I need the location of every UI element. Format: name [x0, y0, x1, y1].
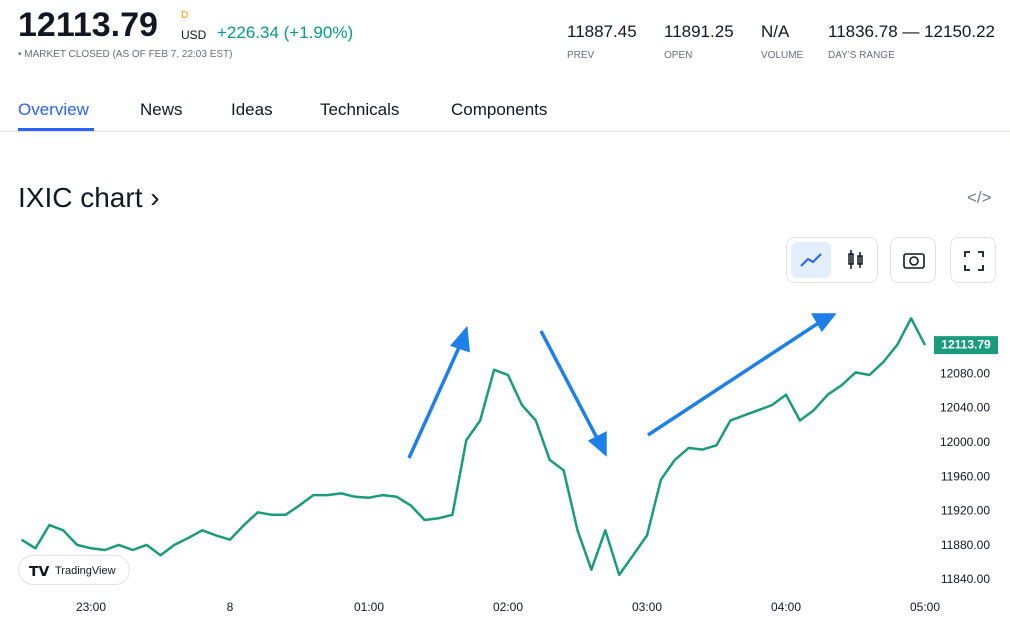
x-tick-label: 05:00	[910, 600, 940, 614]
embed-icon[interactable]: </>	[967, 188, 992, 207]
divider	[0, 131, 1010, 132]
y-tick-label: 12080.00	[940, 366, 990, 380]
y-tick-label: 11840.00	[941, 572, 990, 586]
y-tick-label: 11880.00	[941, 538, 990, 552]
candle-icon	[848, 250, 863, 269]
stat: N/A VOLUME	[761, 22, 803, 61]
snapshot-button[interactable]	[890, 237, 936, 283]
currency: USD	[181, 28, 207, 42]
x-tick-label: 23:00	[76, 600, 106, 614]
stat-value: 11836.78 — 12150.22	[828, 22, 995, 41]
watermark: 𝗧𝗩 TradingView	[18, 555, 130, 585]
stat-label: OPEN	[664, 50, 693, 61]
stat-value: 11887.45	[567, 22, 637, 41]
tab[interactable]: Overview	[18, 100, 89, 119]
tab[interactable]: News	[140, 100, 183, 119]
status: • MARKET CLOSED (AS OF FEB 7, 22:03 EST)	[18, 49, 233, 60]
x-tick-label: 03:00	[632, 600, 662, 614]
marker: D	[181, 10, 189, 21]
price-line	[20, 317, 927, 577]
price: 12113.79	[18, 6, 158, 44]
line-style-button[interactable]	[791, 242, 831, 278]
chart-type-switch	[786, 237, 878, 283]
stat-value: 11891.25	[664, 22, 734, 41]
tab[interactable]: Ideas	[231, 100, 273, 119]
fullscreen-button[interactable]	[950, 237, 996, 283]
watermark-text: TradingView	[55, 565, 116, 577]
x-tick-label: 8	[227, 600, 234, 614]
stat: 11891.25 OPEN	[664, 22, 734, 61]
tab-underline	[18, 128, 94, 131]
stat: 11887.45 PREV	[567, 22, 637, 61]
stat-label: VOLUME	[761, 50, 804, 61]
x-tick-label: 01:00	[354, 600, 384, 614]
tab[interactable]: Components	[451, 100, 548, 119]
x-tick-label: 04:00	[771, 600, 801, 614]
stat: 11836.78 — 12150.22 DAY'S RANGE	[828, 22, 995, 61]
tab[interactable]: Technicals	[320, 100, 400, 119]
last-price-label: 12113.79	[941, 337, 991, 351]
camera-icon	[903, 253, 925, 269]
y-tick-label: 12040.00	[940, 401, 990, 415]
stat-label: DAY'S RANGE	[828, 50, 895, 61]
change: +226.34 (+1.90%)	[217, 23, 354, 42]
y-tick-label: 11920.00	[941, 504, 990, 518]
last-price-tag	[934, 336, 998, 355]
stat-value: N/A	[761, 22, 790, 41]
y-tick-label: 12000.00	[940, 435, 990, 449]
trend-arrows	[407, 313, 837, 459]
chart-title[interactable]: IXIC chart ›	[18, 182, 160, 213]
status-text: MARKET CLOSED (AS OF FEB 7, 22:03 EST)	[24, 49, 233, 60]
x-tick-label: 02:00	[493, 600, 523, 614]
candle-style-button[interactable]	[835, 242, 875, 278]
y-tick-label: 11960.00	[941, 469, 990, 483]
stat-label: PREV	[567, 50, 595, 61]
line-icon	[800, 253, 822, 267]
fullscreen-icon	[964, 251, 984, 271]
